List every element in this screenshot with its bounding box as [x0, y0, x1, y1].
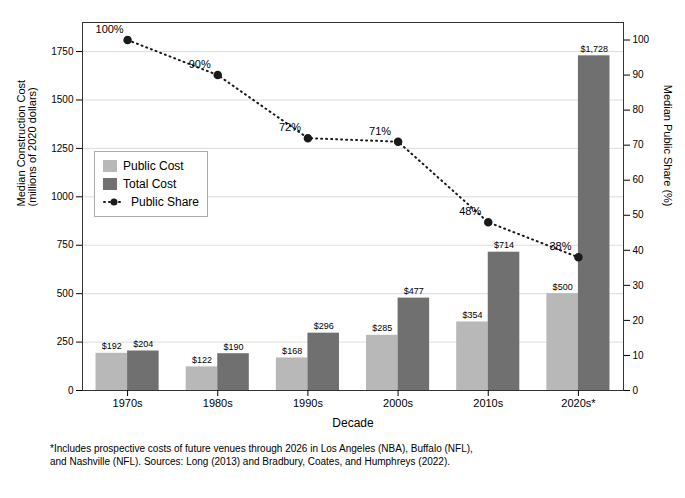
- svg-text:500: 500: [57, 288, 74, 299]
- html-text:*Includes prospective costs of: *Includes prospective costs of future ve…: [50, 443, 473, 467]
- html-text:Public Cost: Public Cost: [123, 158, 184, 173]
- svg-text:20: 20: [633, 315, 645, 326]
- svg-text:60: 60: [633, 174, 645, 185]
- svg-text:50: 50: [633, 209, 645, 220]
- svg-text:750: 750: [57, 239, 74, 250]
- svg-text:$122: $122: [192, 355, 212, 365]
- html-text:Total Cost: Total Cost: [123, 176, 177, 191]
- svg-text:Median Public Share (%): Median Public Share (%): [662, 85, 674, 207]
- svg-text:90: 90: [633, 69, 645, 80]
- svg-text:Decade: Decade: [332, 416, 374, 430]
- svg-text:1980s: 1980s: [203, 397, 233, 409]
- svg-text:$190: $190: [224, 342, 244, 352]
- svg-text:90%: 90%: [189, 58, 211, 70]
- svg-text:80: 80: [633, 104, 645, 115]
- svg-text:48%: 48%: [459, 205, 481, 217]
- svg-text:100%: 100%: [96, 23, 124, 35]
- svg-text:$285: $285: [372, 323, 392, 333]
- svg-text:$477: $477: [404, 286, 424, 296]
- svg-text:38%: 38%: [549, 240, 571, 252]
- svg-text:$192: $192: [102, 341, 122, 351]
- svg-text:71%: 71%: [369, 125, 391, 137]
- svg-text:$714: $714: [494, 240, 514, 250]
- svg-text:$168: $168: [282, 346, 302, 356]
- svg-text:$500: $500: [553, 282, 573, 292]
- svg-text:2010s: 2010s: [473, 397, 503, 409]
- svg-text:0: 0: [633, 385, 639, 396]
- svg-text:10: 10: [633, 350, 645, 361]
- svg-text:1750: 1750: [51, 46, 74, 57]
- svg-text:$354: $354: [462, 310, 482, 320]
- svg-text:$204: $204: [133, 339, 153, 349]
- svg-text:1500: 1500: [51, 94, 74, 105]
- svg-text:70: 70: [633, 139, 645, 150]
- svg-text:$296: $296: [314, 321, 334, 331]
- svg-text:2020s*: 2020s*: [561, 397, 596, 409]
- svg-text:30: 30: [633, 280, 645, 291]
- svg-text:Median Construction Cost(milli: Median Construction Cost(millions of 202…: [15, 80, 38, 207]
- svg-text:40: 40: [633, 245, 645, 256]
- svg-text:0: 0: [68, 385, 74, 396]
- svg-text:1000: 1000: [51, 191, 74, 202]
- svg-text:$1,728: $1,728: [580, 44, 608, 54]
- svg-text:1970s: 1970s: [113, 397, 143, 409]
- html-text:Public Share: Public Share: [131, 194, 199, 209]
- svg-text:1990s: 1990s: [293, 397, 323, 409]
- svg-text:250: 250: [57, 336, 74, 347]
- svg-text:2000s: 2000s: [383, 397, 413, 409]
- svg-text:1250: 1250: [51, 143, 74, 154]
- svg-text:72%: 72%: [279, 121, 301, 133]
- svg-text:100: 100: [633, 34, 650, 45]
